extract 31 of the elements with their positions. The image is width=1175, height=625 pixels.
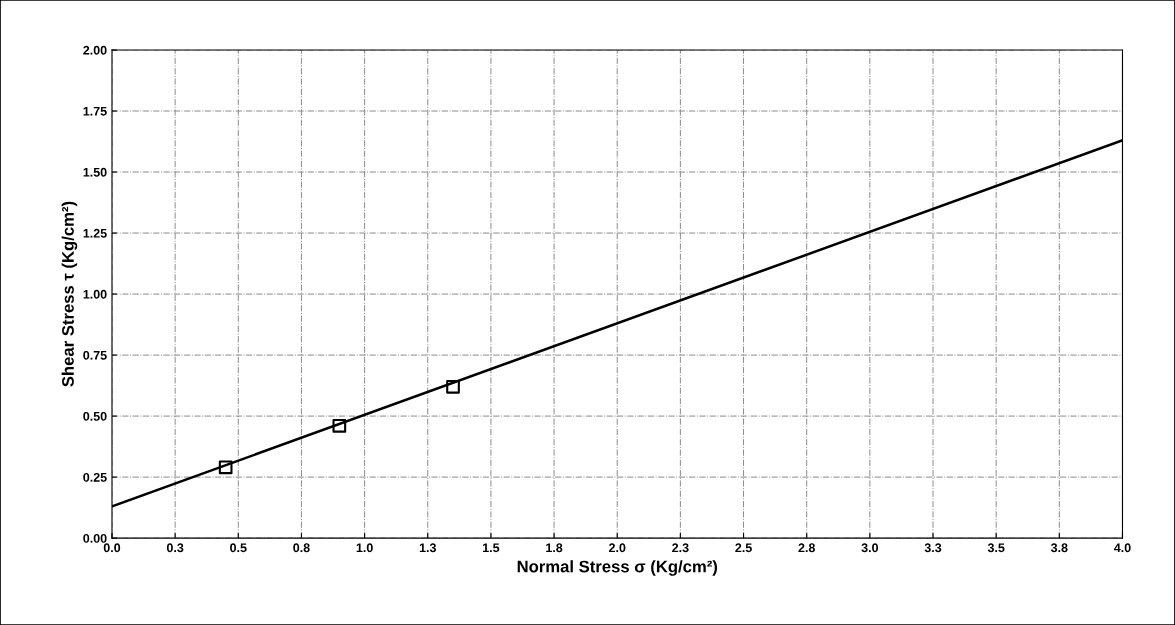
x-tick-label: 3.5 (987, 543, 1005, 553)
point (218, 460, 233, 475)
y-tick-label: 1.50 (83, 167, 107, 177)
x-tick-label: 3.3 (924, 543, 942, 553)
x-tick-label: 1.5 (483, 543, 500, 553)
x-tick-label: 1.8 (546, 543, 563, 553)
x-axis-title: Normal Stress σ (Kg/cm²) (517, 560, 718, 576)
x-tick-label: 2.0 (608, 543, 626, 553)
x-tick-label: 3.0 (861, 543, 879, 553)
x-tick-label: 0.8 (293, 543, 310, 553)
point (332, 419, 347, 433)
x-tick-label: 2.5 (735, 543, 752, 553)
x-tick-label: 2.3 (672, 543, 689, 553)
y-tick-label: 0.00 (83, 533, 107, 543)
y-tick-label: 2.00 (83, 45, 107, 55)
x-tick-label: 3.8 (1050, 543, 1068, 553)
y-tick-label: 0.50 (83, 411, 107, 421)
x-tick-label: 0.5 (230, 543, 247, 553)
x-tick-label: 2.8 (798, 543, 815, 553)
x-tick-label: 0.0 (103, 543, 121, 553)
point (446, 379, 460, 394)
y-axis-title: Shear Stress τ (Kg/cm²) (61, 201, 78, 387)
y-tick-label: 1.00 (83, 289, 107, 299)
y-tick-label: 0.75 (83, 350, 107, 360)
x-tick-label: 4.0 (1113, 543, 1131, 553)
x-tick-label: 1.0 (356, 543, 373, 553)
x-tick-label: 0.3 (166, 543, 184, 553)
y-tick-label: 0.25 (83, 472, 107, 482)
y-tick-label: 1.25 (83, 228, 107, 238)
x-tick-label: 1.3 (419, 543, 436, 553)
y-tick-label: 1.75 (83, 106, 107, 116)
